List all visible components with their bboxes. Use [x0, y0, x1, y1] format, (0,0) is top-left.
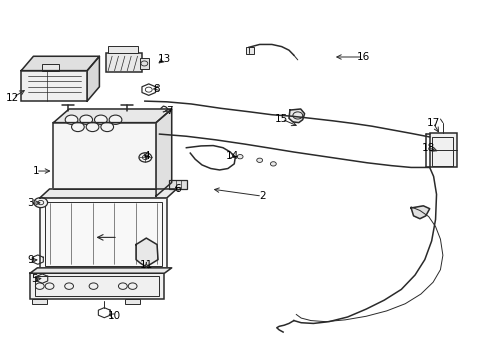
Text: 10: 10 — [107, 311, 121, 321]
Bar — [45, 202, 162, 266]
Polygon shape — [40, 189, 176, 198]
Text: 7: 7 — [166, 106, 172, 116]
Text: 5: 5 — [31, 274, 38, 284]
Text: 8: 8 — [153, 84, 159, 94]
Text: 15: 15 — [275, 114, 288, 124]
Bar — [169, 180, 187, 189]
Text: 12: 12 — [6, 93, 20, 103]
Bar — [30, 273, 164, 299]
Bar — [108, 45, 138, 53]
Text: 2: 2 — [259, 191, 266, 201]
Polygon shape — [411, 206, 430, 219]
Bar — [35, 276, 159, 296]
Bar — [140, 58, 149, 69]
Circle shape — [101, 122, 114, 132]
Circle shape — [65, 115, 78, 125]
Text: 1: 1 — [32, 166, 39, 176]
Bar — [430, 134, 457, 167]
Circle shape — [95, 115, 107, 125]
Text: 13: 13 — [158, 54, 171, 64]
Bar — [40, 198, 167, 270]
Text: 18: 18 — [421, 143, 435, 153]
Circle shape — [72, 122, 84, 132]
Polygon shape — [30, 268, 172, 273]
Text: 16: 16 — [357, 52, 370, 62]
Text: 17: 17 — [426, 118, 440, 128]
Text: 6: 6 — [175, 184, 181, 194]
Text: 4: 4 — [143, 150, 149, 161]
Circle shape — [80, 115, 93, 125]
Polygon shape — [87, 56, 99, 101]
Circle shape — [86, 122, 99, 132]
Bar — [432, 137, 453, 166]
Circle shape — [257, 158, 263, 162]
Text: 9: 9 — [27, 255, 34, 265]
Text: 11: 11 — [140, 260, 153, 270]
Bar — [125, 299, 140, 305]
Circle shape — [237, 154, 243, 159]
Bar — [32, 299, 47, 305]
Text: 14: 14 — [226, 151, 240, 161]
Polygon shape — [136, 238, 158, 267]
Bar — [42, 64, 59, 71]
Circle shape — [270, 162, 276, 166]
Bar — [106, 53, 143, 72]
Polygon shape — [53, 109, 172, 123]
Polygon shape — [156, 109, 172, 196]
Circle shape — [34, 198, 48, 208]
Bar — [246, 46, 254, 54]
Text: 3: 3 — [26, 198, 33, 208]
Bar — [53, 123, 156, 196]
Circle shape — [109, 115, 122, 125]
Polygon shape — [289, 109, 305, 123]
Polygon shape — [21, 56, 99, 71]
Bar — [21, 71, 87, 101]
